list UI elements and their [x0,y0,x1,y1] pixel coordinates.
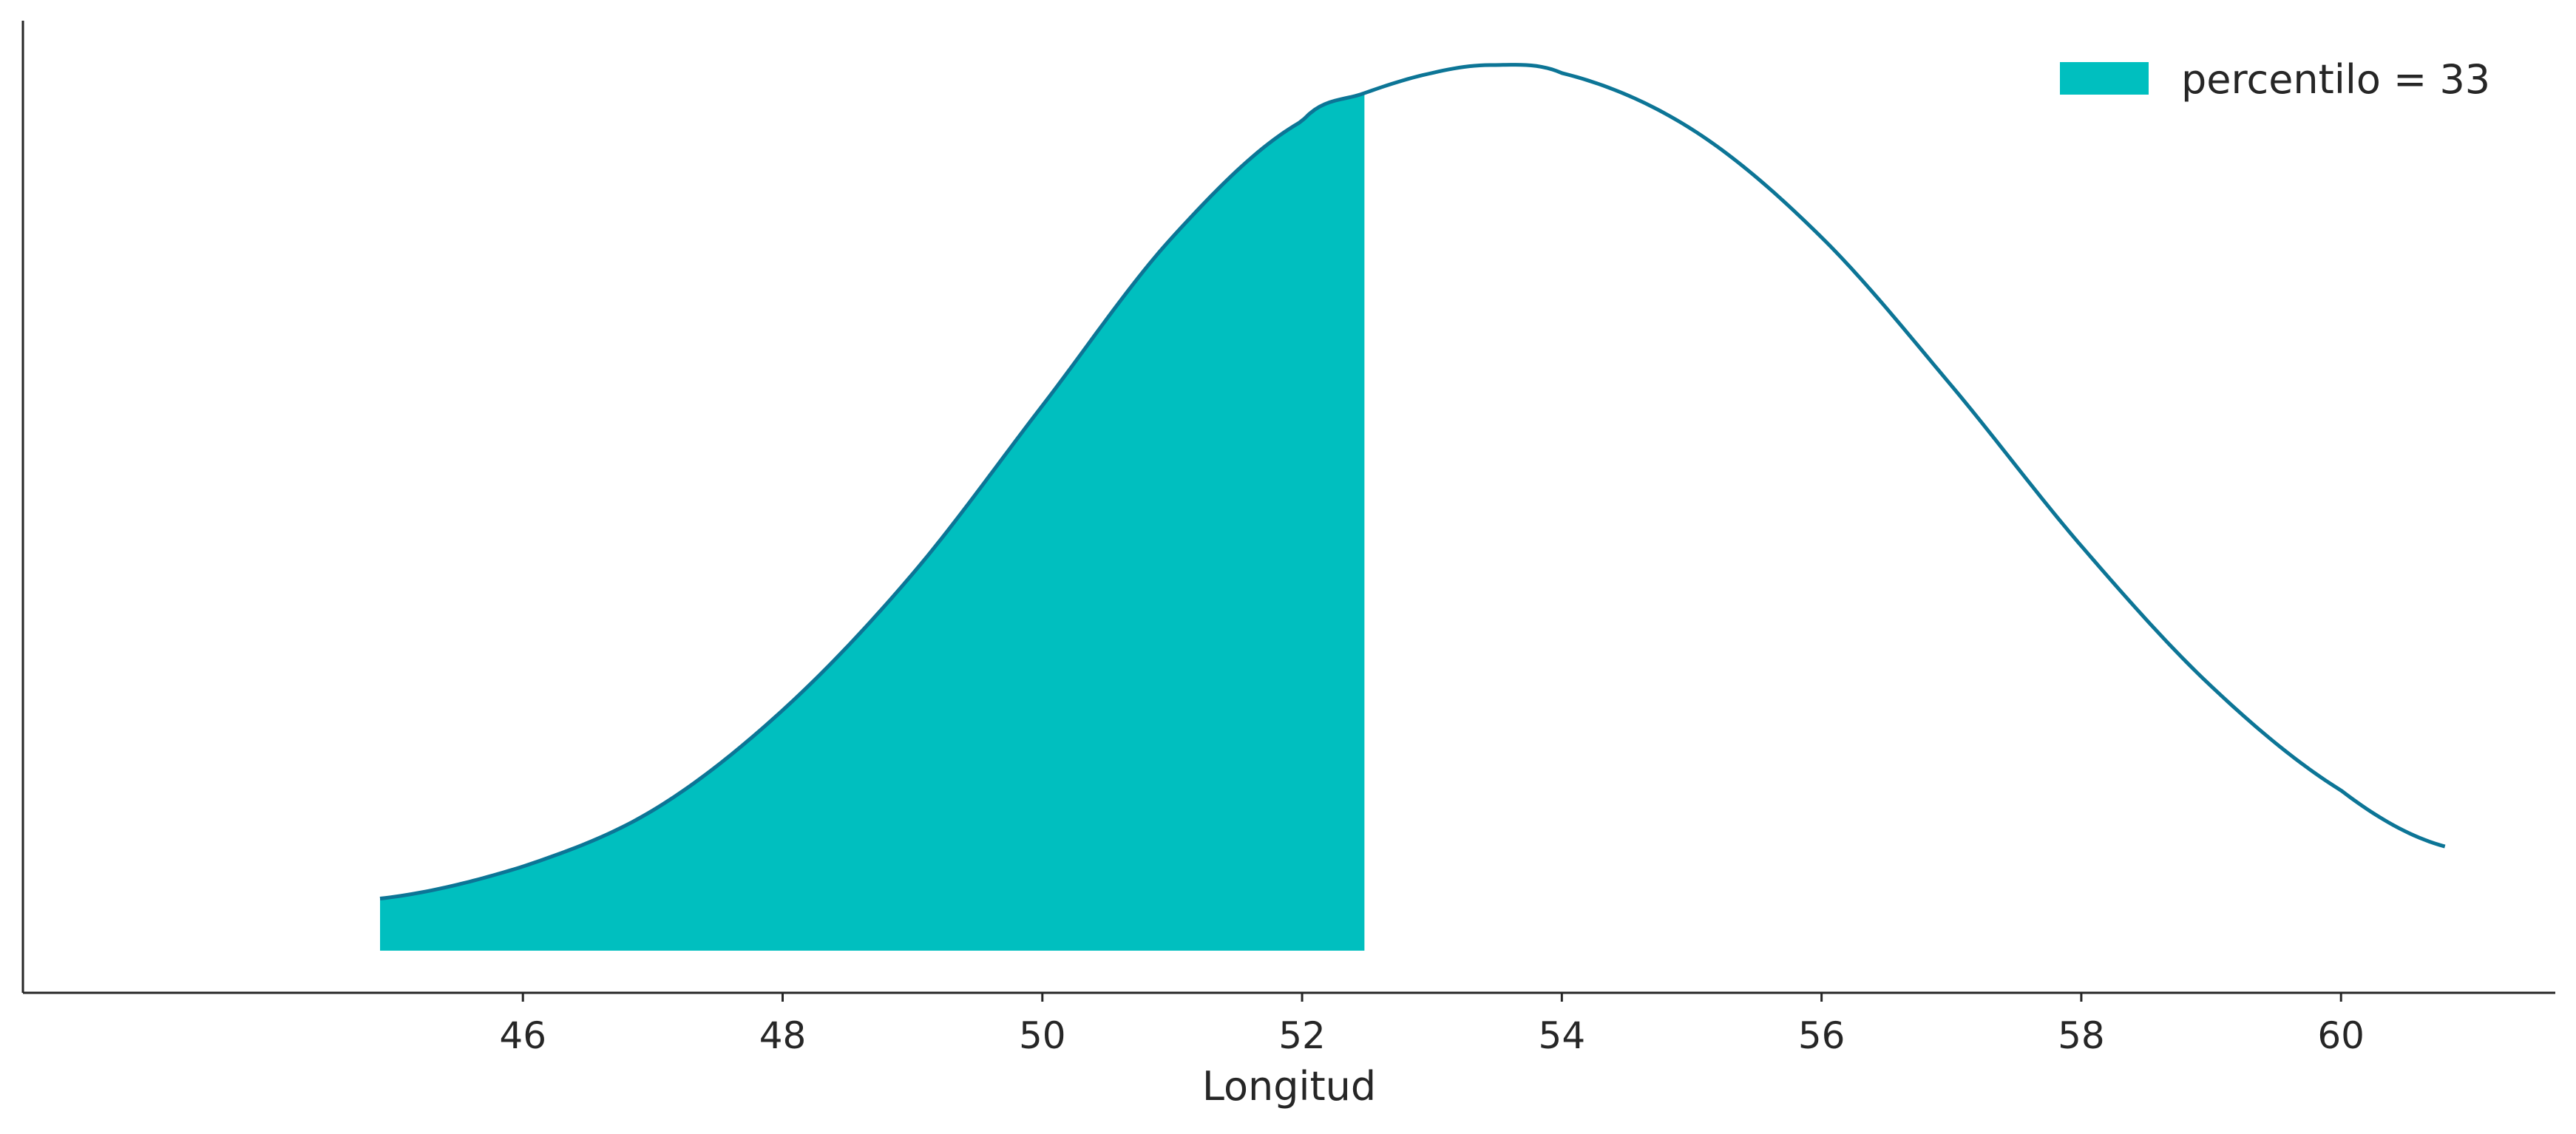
x-tick-label: 56 [1798,1014,1845,1057]
x-tick-label: 52 [1278,1014,1326,1057]
x-ticks: 46 48 50 52 54 56 58 60 [499,993,2365,1057]
legend-swatch [2060,62,2149,95]
density-curve [379,63,2446,901]
shaded-percentile-area [380,92,1365,951]
x-tick-label: 48 [759,1014,807,1057]
plot-area [379,63,2446,951]
legend: percentilo = 33 [2060,56,2490,103]
x-tick-label: 58 [2058,1014,2105,1057]
x-tick-label: 46 [499,1014,546,1057]
x-tick-label: 60 [2317,1014,2365,1057]
x-axis-label: Longitud [1202,1063,1376,1110]
x-tick-label: 50 [1019,1014,1066,1057]
x-tick-label: 54 [1539,1014,1586,1057]
legend-label: percentilo = 33 [2181,56,2490,103]
